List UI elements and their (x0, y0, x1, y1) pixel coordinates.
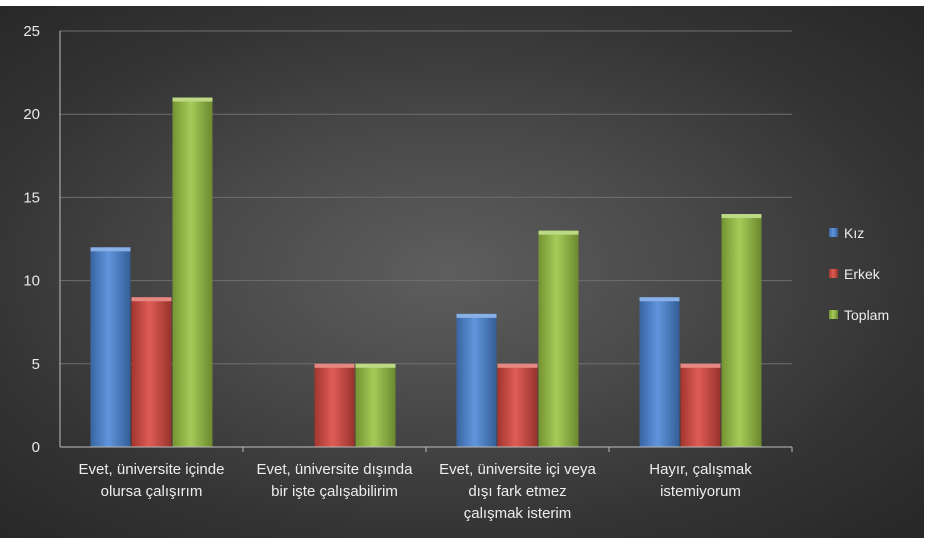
y-tick-label: 0 (32, 439, 40, 456)
legend-item-toplam: Toplam (829, 307, 889, 323)
bar-toplam-2 (355, 363, 396, 447)
bar-erkek-3 (497, 363, 538, 447)
x-category-label: Evet, üniversite içinde olursa çalışırım (79, 461, 225, 500)
legend-item-kız: Kız (829, 225, 864, 241)
bars (90, 97, 762, 447)
legend-swatch (829, 228, 838, 237)
bar-erkek-1 (131, 297, 172, 447)
bar-erkek-2 (314, 363, 355, 447)
y-tick-label: 5 (32, 356, 40, 373)
bar-toplam-3 (538, 230, 579, 447)
x-category-label: Evet, üniversite içi veya dışı fark etmez… (439, 461, 596, 522)
y-tick-label: 10 (23, 273, 40, 290)
bar-kız-1 (90, 247, 131, 447)
bar-kız-3 (456, 313, 497, 447)
x-category-label: Evet, üniversite dışında bir işte çalışab… (257, 461, 414, 500)
legend-label: Toplam (844, 307, 889, 323)
y-tick-labels: 0 5 10 15 20 25 (23, 23, 40, 456)
bar-kız-4 (639, 297, 680, 447)
y-tick-label: 15 (23, 189, 40, 206)
legend-swatch (829, 310, 838, 319)
y-tick-label: 25 (23, 23, 40, 40)
bar-toplam-1 (172, 97, 213, 447)
legend: Kız Erkek Toplam (829, 225, 889, 323)
legend-label: Kız (844, 225, 864, 241)
x-category-labels: Evet, üniversite içinde olursa çalışırım E… (79, 461, 753, 522)
bar-erkek-4 (680, 363, 721, 447)
axes (59, 31, 793, 452)
x-category-label: Hayır, çalışmak istemiyorum (649, 461, 752, 500)
legend-label: Erkek (844, 266, 881, 282)
bar-toplam-4 (721, 214, 762, 447)
y-tick-label: 20 (23, 106, 40, 123)
legend-swatch (829, 269, 838, 278)
legend-item-erkek: Erkek (829, 266, 881, 282)
